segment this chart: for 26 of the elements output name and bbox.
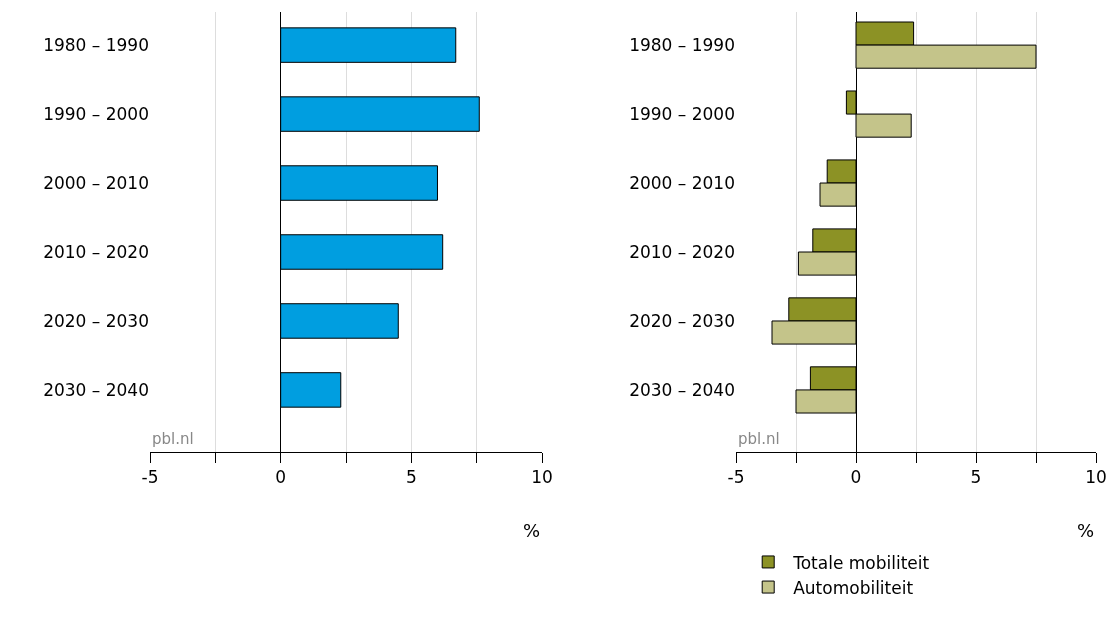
x-tick-label: 5 — [970, 467, 982, 488]
x-tick-label: 5 — [405, 467, 417, 488]
y-tick-label: 2030 – 2040 — [43, 379, 149, 400]
x-tick-label: 0 — [275, 467, 287, 488]
y-tick-label: 2020 – 2030 — [43, 310, 149, 331]
y-tick-label: 1990 – 2000 — [629, 104, 735, 125]
x-tick-label: 10 — [1085, 467, 1107, 488]
y-tick-label: 2000 – 2010 — [43, 172, 149, 193]
legend-label: Automobiliteit — [793, 577, 914, 598]
x-tick-label: 0 — [850, 467, 862, 488]
x-axis-title: % — [523, 520, 541, 541]
y-tick-label: 2000 – 2010 — [629, 172, 735, 193]
annotation: pbl.nl — [152, 430, 194, 448]
legend-label: Totale mobiliteit — [792, 552, 930, 573]
x-tick-label: -5 — [141, 467, 159, 488]
y-tick-label: 2020 – 2030 — [629, 310, 735, 331]
x-tick-label: -5 — [727, 467, 745, 488]
x-tick-label: 10 — [531, 467, 553, 488]
y-tick-label: 1980 – 1990 — [43, 35, 149, 56]
y-tick-label: 1980 – 1990 — [629, 35, 735, 56]
y-tick-label: 2010 – 2020 — [43, 241, 149, 262]
y-tick-label: 2010 – 2020 — [629, 241, 735, 262]
y-tick-label: 2030 – 2040 — [629, 379, 735, 400]
annotation: pbl.nl — [738, 430, 780, 448]
y-tick-label: 1990 – 2000 — [43, 104, 149, 125]
x-axis-title: % — [1077, 520, 1095, 541]
